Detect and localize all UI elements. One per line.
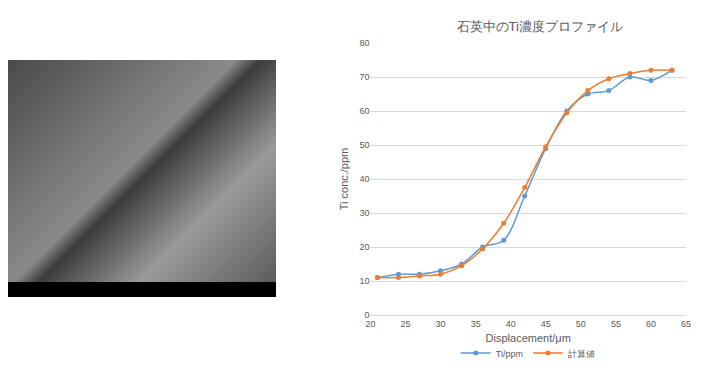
svg-text:80: 80 — [359, 38, 369, 48]
svg-text:45: 45 — [541, 319, 551, 329]
svg-text:20: 20 — [359, 242, 369, 252]
svg-text:25: 25 — [400, 319, 410, 329]
svg-text:0: 0 — [364, 310, 369, 320]
svg-text:石英中のTi濃度プロファイル: 石英中のTi濃度プロファイル — [457, 19, 623, 34]
svg-text:30: 30 — [359, 208, 369, 218]
svg-text:70: 70 — [359, 72, 369, 82]
svg-text:55: 55 — [611, 319, 621, 329]
svg-text:40: 40 — [506, 319, 516, 329]
svg-text:50: 50 — [359, 140, 369, 150]
svg-text:60: 60 — [646, 319, 656, 329]
svg-text:20: 20 — [365, 319, 375, 329]
svg-text:Ti conc./ppm: Ti conc./ppm — [338, 148, 350, 211]
svg-text:10: 10 — [359, 276, 369, 286]
svg-text:Ti/ppm: Ti/ppm — [496, 349, 523, 359]
svg-text:計算値: 計算値 — [568, 349, 595, 359]
svg-text:Displacement/μm: Displacement/μm — [486, 332, 571, 344]
svg-text:40: 40 — [359, 174, 369, 184]
svg-text:60: 60 — [359, 106, 369, 116]
svg-text:50: 50 — [576, 319, 586, 329]
svg-text:35: 35 — [471, 319, 481, 329]
svg-text:30: 30 — [436, 319, 446, 329]
svg-text:65: 65 — [681, 319, 691, 329]
